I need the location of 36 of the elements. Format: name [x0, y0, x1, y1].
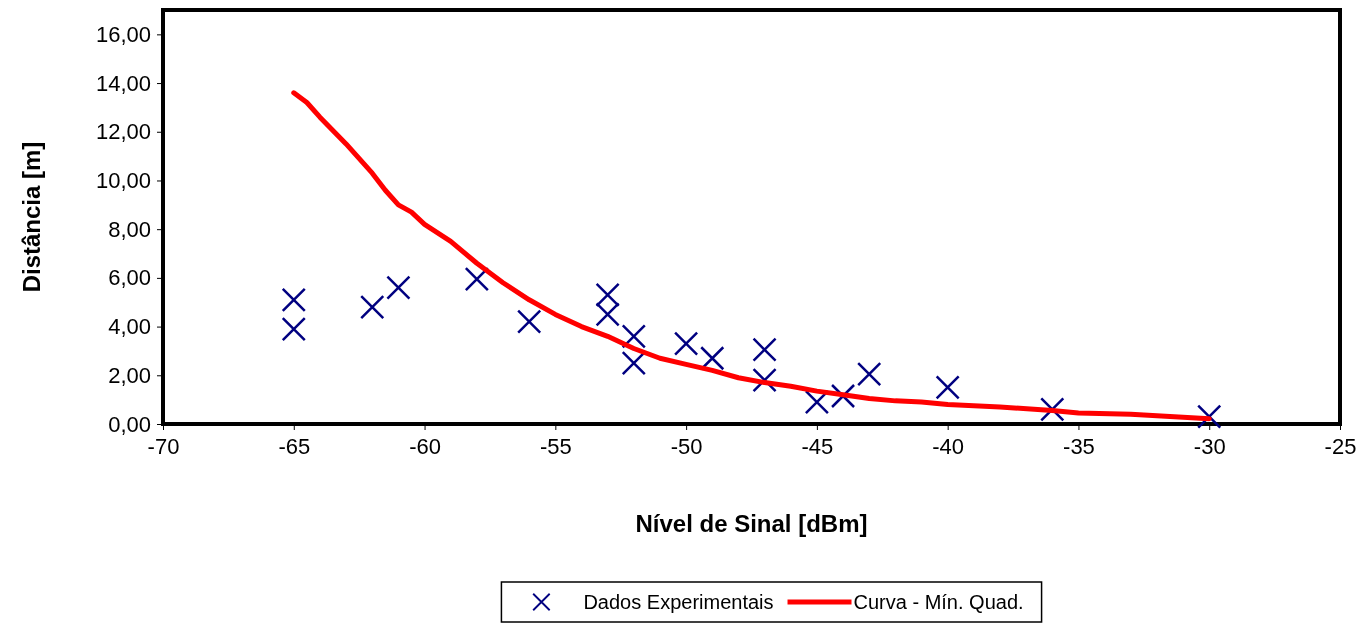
point: [281, 316, 307, 342]
point: [595, 302, 620, 327]
y-tick-label: 4,00: [108, 314, 151, 340]
point: [856, 361, 882, 387]
point: [700, 346, 725, 371]
x-tick-label: -60: [409, 433, 441, 459]
point: [673, 331, 699, 356]
x-tick-label: -25: [1324, 433, 1357, 459]
x-tick-label: -65: [278, 433, 311, 459]
y-tick-label: 8,00: [108, 216, 151, 242]
point: [752, 337, 777, 362]
x-tick-label: -50: [670, 433, 703, 459]
x-tick-label: -45: [801, 433, 834, 459]
y-tick-label: 2,00: [108, 362, 151, 388]
legend-label: Dados Experimentais: [583, 591, 774, 613]
x-tick-label: -40: [932, 433, 965, 459]
point: [621, 324, 647, 349]
point: [281, 287, 307, 313]
point: [516, 309, 542, 334]
y-axis-title: Distância [m]: [18, 141, 45, 293]
point: [386, 275, 411, 300]
y-tick-label: 12,00: [95, 119, 151, 145]
y-tick-label: 10,00: [95, 168, 151, 194]
point: [595, 282, 620, 308]
y-tick-label: 16,00: [95, 21, 151, 47]
y-tick-label: 6,00: [108, 265, 151, 291]
legend-label: Curva - Mín. Quad.: [853, 591, 1024, 613]
point: [359, 294, 385, 320]
x-tick-label: -30: [1193, 433, 1226, 459]
point: [935, 375, 960, 400]
point: [464, 266, 490, 292]
x-axis-title: Nível de Sinal [dBm]: [635, 510, 868, 537]
y-tick-label: 14,00: [95, 70, 151, 96]
point: [621, 350, 647, 376]
x-tick-label: -55: [539, 433, 572, 459]
x-tick-label: -35: [1063, 433, 1095, 459]
